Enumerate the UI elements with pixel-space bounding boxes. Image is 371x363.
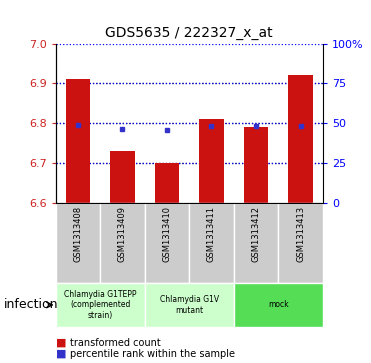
- Bar: [288, 75, 313, 203]
- Bar: [145, 203, 189, 283]
- Bar: [155, 163, 179, 203]
- Bar: [56, 283, 145, 327]
- Bar: [189, 203, 234, 283]
- Text: percentile rank within the sample: percentile rank within the sample: [70, 349, 236, 359]
- Bar: [234, 203, 278, 283]
- Bar: [244, 127, 268, 203]
- Bar: [100, 203, 145, 283]
- Text: ■: ■: [56, 338, 66, 348]
- Text: GSM1313412: GSM1313412: [252, 206, 260, 262]
- Bar: [66, 79, 90, 203]
- Text: GSM1313413: GSM1313413: [296, 206, 305, 262]
- Text: transformed count: transformed count: [70, 338, 161, 348]
- Text: GSM1313411: GSM1313411: [207, 206, 216, 262]
- Title: GDS5635 / 222327_x_at: GDS5635 / 222327_x_at: [105, 26, 273, 40]
- Text: ■: ■: [56, 349, 66, 359]
- Bar: [145, 283, 234, 327]
- Bar: [234, 283, 323, 327]
- Bar: [199, 119, 224, 203]
- Text: GSM1313409: GSM1313409: [118, 206, 127, 262]
- Bar: [56, 203, 100, 283]
- Bar: [110, 151, 135, 203]
- Text: mock: mock: [268, 301, 289, 309]
- Text: Chlamydia G1V
mutant: Chlamydia G1V mutant: [160, 295, 219, 315]
- Text: infection: infection: [4, 298, 58, 311]
- Bar: [278, 203, 323, 283]
- Text: GSM1313408: GSM1313408: [73, 206, 82, 262]
- Text: Chlamydia G1TEPP
(complemented
strain): Chlamydia G1TEPP (complemented strain): [64, 290, 137, 320]
- Text: GSM1313410: GSM1313410: [162, 206, 171, 262]
